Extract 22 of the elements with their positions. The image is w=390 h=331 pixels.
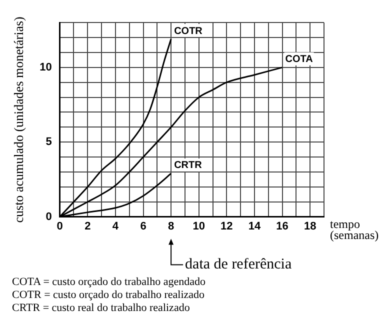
y-tick-label: 0 (46, 210, 52, 223)
x-tick-label: 18 (304, 220, 316, 232)
text: COTA = custo orçado do trabalho agendado (12, 276, 206, 289)
y-tick-label: 5 (46, 136, 52, 148)
x-tick-label: 10 (192, 220, 205, 232)
x-tick-label: 8 (168, 220, 174, 232)
x-tick-label: 16 (276, 220, 288, 232)
text: COTR = custo orçado do trabalho realizado (12, 289, 206, 302)
x-tick-label: 2 (84, 220, 91, 232)
text: CRTR = custo real do trabalho realizado (12, 302, 191, 315)
series-label: COTA (285, 54, 313, 66)
y-axis-title: custo acumulado (unidades monetárias) (11, 16, 26, 223)
x-tick-label: 14 (248, 220, 262, 232)
series-label: CRTR (174, 160, 203, 172)
text: data de referência (185, 256, 292, 273)
x-tick-label: 12 (220, 220, 233, 232)
x-tick-label: 6 (140, 220, 146, 232)
x-tick-label: 0 (56, 220, 63, 232)
x-tick-label: 4 (112, 220, 120, 232)
y-tick-label: 10 (40, 61, 52, 74)
series-label: COTR (174, 26, 204, 37)
x-axis-title: tempo (semanas) (330, 216, 379, 242)
